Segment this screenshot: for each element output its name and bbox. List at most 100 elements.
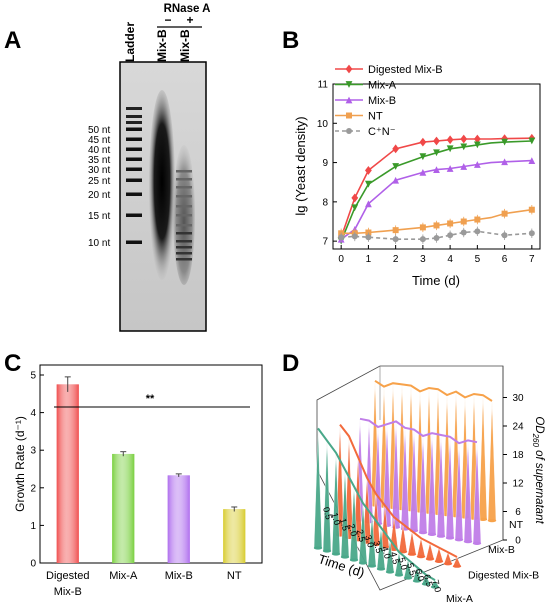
digested-band bbox=[176, 252, 192, 255]
data-point bbox=[433, 136, 440, 146]
spike-base bbox=[358, 561, 368, 565]
y-tick-label: 11 bbox=[318, 80, 329, 91]
spike-base bbox=[416, 555, 426, 559]
threed-series-label: Mix-B bbox=[488, 544, 515, 556]
ladder-band bbox=[126, 240, 142, 244]
legend-label: Digested Mix-B bbox=[368, 64, 443, 76]
marker-label: 20 nt bbox=[88, 190, 110, 201]
data-point bbox=[460, 143, 468, 151]
spike-base bbox=[367, 564, 377, 568]
threed-zlabel-main: OD bbox=[533, 416, 545, 433]
digested-band bbox=[176, 186, 192, 189]
panel-label-d: D bbox=[282, 350, 299, 377]
marker-label: 40 nt bbox=[88, 145, 110, 156]
digested-band bbox=[176, 258, 192, 261]
spike-base bbox=[445, 536, 455, 540]
marker-label: 35 nt bbox=[88, 155, 110, 166]
spike-base bbox=[454, 538, 464, 542]
significance-label: ** bbox=[146, 393, 155, 405]
data-point bbox=[419, 224, 426, 231]
data-point bbox=[419, 168, 427, 176]
threed-series-label: Mix-A bbox=[446, 593, 473, 603]
threed-series-mix-a: Mix-A bbox=[313, 427, 473, 603]
series-mix-a bbox=[337, 137, 536, 245]
time-tick-label: 1.5 bbox=[338, 517, 351, 532]
x-tick-label: 6 bbox=[502, 254, 508, 265]
data-point bbox=[501, 138, 508, 146]
x-tick-label: Mix-B bbox=[54, 586, 82, 598]
spike-base bbox=[487, 519, 497, 523]
x-tick-label: NT bbox=[227, 570, 242, 582]
x-tick-label: 3 bbox=[420, 254, 426, 265]
digested-band bbox=[176, 214, 192, 217]
gel-smear-untreated bbox=[149, 90, 175, 280]
data-point bbox=[460, 134, 468, 144]
threed-curve bbox=[374, 379, 493, 402]
data-point bbox=[392, 144, 400, 154]
panel-b: B 0 1 2 3 4 5 6 7 7 8 9 10 11 Digested Mix-B Mix-A Mix… bbox=[282, 27, 541, 288]
spike-base bbox=[394, 573, 404, 577]
ladder-band bbox=[126, 157, 142, 161]
data-point bbox=[346, 112, 352, 119]
series-c-n- bbox=[338, 226, 535, 244]
panel-label-c: C bbox=[4, 350, 21, 377]
panel-label-b: B bbox=[282, 27, 299, 54]
panel-c: C 0 1 2 3 4 5 Digested Mix-B Mix-A Mix-B NT ** Gr… bbox=[4, 350, 263, 598]
time-tick-label: 5.5 bbox=[405, 562, 418, 577]
data-point bbox=[419, 137, 427, 147]
threed-curve bbox=[359, 417, 478, 445]
line-chart-legend: Digested Mix-B Mix-A Mix-B NT C⁺N⁻ bbox=[335, 64, 443, 138]
y-tick-label: 1 bbox=[30, 521, 36, 532]
y-tick-label: 7 bbox=[322, 237, 328, 248]
data-point bbox=[338, 234, 345, 241]
data-point bbox=[447, 220, 454, 227]
data-point bbox=[365, 200, 372, 208]
data-point bbox=[345, 64, 353, 74]
spike-base bbox=[430, 585, 440, 589]
data-point bbox=[365, 234, 372, 241]
y-tick-label: 5 bbox=[30, 371, 36, 382]
digested-band bbox=[176, 232, 192, 235]
y-tick-label: 4 bbox=[30, 408, 36, 419]
y-tick-label: 0 bbox=[30, 559, 36, 570]
threed-series-label: NT bbox=[509, 519, 524, 531]
x-tick-label: 2 bbox=[393, 254, 399, 265]
data-point bbox=[345, 81, 353, 88]
gel-marker-labels: 50 nt 45 nt 40 nt 35 nt 30 nt 25 nt 20 n… bbox=[88, 125, 110, 249]
data-point bbox=[447, 232, 454, 239]
digested-band bbox=[176, 205, 192, 208]
legend-label: Mix-A bbox=[368, 80, 397, 92]
y-tick-label: 8 bbox=[322, 197, 328, 208]
data-point bbox=[501, 232, 508, 239]
data-point bbox=[433, 235, 440, 241]
time-tick-label: 6.0 bbox=[413, 568, 426, 583]
bar-chart-ylabel: Growth Rate (d⁻¹) bbox=[13, 416, 27, 512]
data-point bbox=[473, 161, 481, 168]
z-tick-label: 0 bbox=[515, 536, 521, 547]
y-tick-label: 2 bbox=[30, 483, 36, 494]
y-tick-label: 10 bbox=[317, 119, 329, 130]
data-point bbox=[392, 227, 399, 234]
spike-base bbox=[349, 558, 359, 562]
gel-enzyme-label: RNase A bbox=[164, 3, 211, 15]
spike-base bbox=[472, 541, 482, 546]
ladder-band bbox=[126, 178, 142, 182]
data-point bbox=[351, 204, 359, 212]
time-tick-label: 2.0 bbox=[346, 523, 359, 538]
data-point bbox=[351, 193, 359, 203]
line-chart-axes: 0 1 2 3 4 5 6 7 7 8 9 10 11 bbox=[317, 80, 535, 266]
x-tick-label: 7 bbox=[529, 254, 535, 265]
spike-base bbox=[443, 562, 453, 566]
spike-base bbox=[463, 540, 473, 544]
data-point bbox=[365, 166, 372, 175]
marker-label: 50 nt bbox=[88, 125, 110, 136]
spike bbox=[478, 395, 488, 520]
data-point bbox=[528, 230, 535, 237]
legend-label: Mix-B bbox=[368, 95, 396, 107]
ladder-band bbox=[126, 121, 142, 124]
data-point bbox=[528, 157, 536, 165]
time-tick-label: 5.0 bbox=[397, 556, 410, 571]
data-point bbox=[392, 176, 400, 184]
y-tick-label: 9 bbox=[322, 158, 328, 169]
time-tick-label: 2.5 bbox=[355, 528, 368, 543]
